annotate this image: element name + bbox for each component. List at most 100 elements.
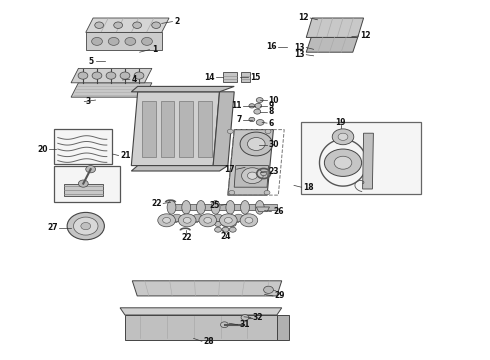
- Circle shape: [74, 217, 98, 235]
- Polygon shape: [363, 133, 373, 189]
- Circle shape: [332, 129, 354, 145]
- Circle shape: [78, 72, 88, 79]
- Bar: [301, 122, 421, 194]
- Text: 13: 13: [294, 50, 305, 59]
- Ellipse shape: [196, 201, 205, 214]
- Circle shape: [227, 129, 233, 134]
- Circle shape: [92, 72, 102, 79]
- Circle shape: [229, 227, 236, 232]
- Circle shape: [222, 227, 229, 232]
- Circle shape: [240, 214, 258, 227]
- Ellipse shape: [167, 201, 176, 214]
- Circle shape: [265, 129, 271, 134]
- Ellipse shape: [255, 201, 264, 214]
- Polygon shape: [167, 216, 182, 222]
- Circle shape: [134, 72, 144, 79]
- Polygon shape: [256, 207, 270, 212]
- Circle shape: [215, 227, 221, 232]
- Text: 32: 32: [252, 313, 263, 322]
- Circle shape: [256, 98, 263, 103]
- Circle shape: [245, 217, 253, 223]
- Polygon shape: [86, 32, 162, 50]
- Polygon shape: [132, 281, 282, 296]
- Circle shape: [247, 138, 265, 150]
- Polygon shape: [277, 315, 289, 340]
- Circle shape: [220, 214, 237, 227]
- Polygon shape: [64, 184, 103, 196]
- Polygon shape: [131, 166, 228, 171]
- Circle shape: [106, 72, 116, 79]
- Circle shape: [220, 322, 228, 328]
- Polygon shape: [86, 18, 169, 32]
- Text: 24: 24: [220, 233, 231, 241]
- Circle shape: [86, 166, 96, 173]
- Polygon shape: [169, 204, 277, 210]
- Ellipse shape: [226, 201, 235, 214]
- Circle shape: [261, 171, 267, 176]
- Bar: [54, 166, 120, 202]
- Circle shape: [240, 132, 272, 156]
- Circle shape: [242, 168, 263, 184]
- Text: 30: 30: [269, 140, 279, 149]
- Ellipse shape: [241, 201, 249, 214]
- Text: 15: 15: [250, 73, 260, 82]
- Polygon shape: [228, 130, 273, 195]
- Circle shape: [95, 22, 103, 28]
- Circle shape: [247, 172, 257, 179]
- Polygon shape: [228, 216, 244, 222]
- Text: 23: 23: [269, 167, 279, 176]
- Text: 2: 2: [174, 17, 179, 26]
- Polygon shape: [161, 101, 174, 157]
- Text: 1: 1: [152, 45, 157, 54]
- Text: 7: 7: [236, 115, 242, 124]
- Text: 27: 27: [47, 223, 58, 232]
- Circle shape: [254, 109, 261, 114]
- Text: 20: 20: [38, 145, 48, 154]
- Circle shape: [264, 286, 273, 293]
- Text: 26: 26: [273, 207, 283, 216]
- Circle shape: [114, 22, 122, 28]
- Text: 11: 11: [231, 102, 242, 110]
- Circle shape: [256, 120, 264, 125]
- Circle shape: [199, 214, 217, 227]
- Text: 5: 5: [89, 57, 94, 66]
- Circle shape: [120, 72, 130, 79]
- Text: 9: 9: [269, 102, 274, 110]
- Text: 22: 22: [181, 233, 192, 242]
- Text: 14: 14: [204, 73, 215, 82]
- Text: 29: 29: [274, 292, 285, 300]
- Text: 21: 21: [120, 151, 130, 160]
- Circle shape: [163, 217, 171, 223]
- Text: 13: 13: [294, 43, 305, 52]
- Polygon shape: [125, 315, 277, 340]
- Text: 31: 31: [239, 320, 249, 329]
- Polygon shape: [234, 166, 269, 187]
- Circle shape: [178, 214, 196, 227]
- Circle shape: [152, 22, 161, 28]
- Polygon shape: [198, 101, 212, 157]
- Text: 18: 18: [303, 183, 314, 192]
- Circle shape: [158, 214, 175, 227]
- Text: 6: 6: [269, 118, 274, 127]
- Polygon shape: [131, 86, 234, 92]
- Bar: [54, 129, 112, 164]
- Text: 28: 28: [203, 337, 214, 346]
- Circle shape: [172, 214, 182, 221]
- Polygon shape: [71, 68, 152, 83]
- Circle shape: [338, 133, 348, 140]
- Polygon shape: [306, 18, 364, 37]
- Circle shape: [234, 214, 244, 221]
- Polygon shape: [213, 92, 234, 166]
- Polygon shape: [131, 92, 220, 166]
- Text: 25: 25: [209, 201, 220, 210]
- Polygon shape: [241, 72, 250, 82]
- Circle shape: [334, 156, 352, 169]
- Polygon shape: [120, 308, 282, 315]
- Circle shape: [264, 190, 270, 195]
- Circle shape: [224, 217, 232, 223]
- Circle shape: [193, 214, 202, 221]
- Circle shape: [249, 117, 255, 122]
- Text: 22: 22: [151, 199, 162, 208]
- Text: 12: 12: [360, 31, 370, 40]
- Text: 3: 3: [86, 97, 91, 106]
